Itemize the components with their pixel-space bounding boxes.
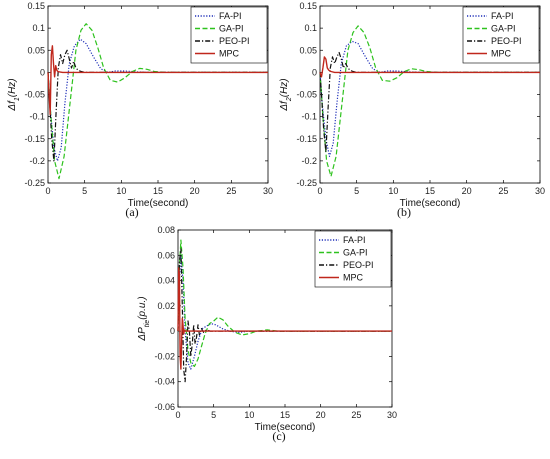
- panel-caption: (a): [125, 205, 138, 219]
- x-tick-label: 0: [45, 186, 50, 196]
- y-tick-label: 0.15: [27, 1, 45, 11]
- x-tick-label: 25: [351, 410, 361, 420]
- x-tick-label: 30: [387, 410, 397, 420]
- y-tick-label: -0.25: [296, 178, 317, 188]
- y-tick-label: 0: [312, 67, 317, 77]
- x-axis-label: Time(second): [128, 198, 189, 209]
- x-axis-label: Time(second): [255, 422, 316, 433]
- legend-label: GA-PI: [219, 24, 244, 34]
- y-tick-label: -0.2: [301, 156, 317, 166]
- x-tick-label: 15: [425, 186, 435, 196]
- x-tick-label: 0: [175, 410, 180, 420]
- legend-label: GA-PI: [491, 24, 516, 34]
- series-line-fa-pi: [319, 40, 540, 157]
- x-tick-label: 5: [82, 186, 87, 196]
- legend: FA-PI GA-PI PEO-PI MPC: [462, 6, 540, 64]
- legend-label: MPC: [491, 49, 512, 59]
- panel-caption: (b): [397, 205, 411, 219]
- y-tick-label: 0.08: [157, 225, 175, 235]
- y-tick-label: 0: [170, 326, 175, 336]
- legend-label: MPC: [219, 49, 240, 59]
- legend-label: FA-PI: [343, 235, 366, 245]
- x-tick-label: 15: [280, 410, 290, 420]
- series-line-mpc: [47, 45, 268, 116]
- y-tick-label: -0.25: [24, 178, 45, 188]
- x-tick-label: 25: [226, 186, 236, 196]
- y-tick-label: 0.05: [27, 45, 45, 55]
- x-axis-label: Time(second): [400, 198, 461, 209]
- legend-label: PEO-PI: [491, 36, 522, 46]
- x-tick-label: 10: [244, 410, 254, 420]
- series-line-peo-pi: [47, 49, 268, 162]
- y-tick-label: 0.04: [157, 276, 175, 286]
- series-line-mpc: [177, 267, 392, 370]
- chart-panel-3: 0 5 10 15 20 25 30 -0.06 -0.04 -0.02 0 0.02 0.04 0.06…: [137, 225, 397, 443]
- y-tick-label: -0.06: [154, 402, 175, 412]
- legend-label: GA-PI: [343, 248, 368, 258]
- series-line-mpc: [319, 56, 540, 78]
- y-tick-label: -0.1: [301, 112, 317, 122]
- y-tick-label: 0.06: [157, 250, 175, 260]
- y-tick-label: 0.15: [299, 1, 317, 11]
- x-tick-label: 10: [388, 186, 398, 196]
- legend-label: PEO-PI: [219, 36, 250, 46]
- x-tick-label: 15: [153, 186, 163, 196]
- series-line-ga-pi: [319, 25, 540, 177]
- series-line-peo-pi: [319, 51, 540, 153]
- y-tick-label: 0: [40, 67, 45, 77]
- y-axis-label: ΔPtie(p.u.): [137, 296, 151, 341]
- series-line-ga-pi: [47, 23, 268, 180]
- y-tick-label: -0.15: [24, 134, 45, 144]
- x-tick-label: 25: [498, 186, 508, 196]
- legend: FA-PI GA-PI PEO-PI MPC: [190, 6, 268, 64]
- legend-label: PEO-PI: [343, 260, 374, 270]
- y-tick-label: 0.1: [32, 23, 45, 33]
- x-tick-label: 20: [462, 186, 472, 196]
- y-tick-label: -0.05: [296, 90, 317, 100]
- series-line-fa-pi: [47, 38, 268, 162]
- legend-label: FA-PI: [219, 11, 242, 21]
- x-tick-label: 0: [317, 186, 322, 196]
- legend-label: FA-PI: [491, 11, 514, 21]
- x-tick-label: 20: [190, 186, 200, 196]
- y-tick-label: 0.05: [299, 45, 317, 55]
- chart-panel-2: 0 5 10 15 20 25 30 -0.25 -0.2 -0.15 -0.1 -0.05 0 0.05…: [279, 1, 545, 219]
- y-tick-label: -0.04: [154, 377, 175, 387]
- legend-label: MPC: [343, 273, 364, 283]
- panel-caption: (c): [272, 429, 285, 443]
- y-tick-label: -0.2: [29, 156, 45, 166]
- x-tick-label: 5: [354, 186, 359, 196]
- x-tick-label: 10: [116, 186, 126, 196]
- series-line-ga-pi: [177, 239, 392, 368]
- x-tick-label: 30: [535, 186, 545, 196]
- x-tick-label: 5: [211, 410, 216, 420]
- series-line-peo-pi: [177, 248, 392, 383]
- chart-panel-1: 0 5 10 15 20 25 30 -0.25 -0.2 -0.15 -0.1 -0.05 0 0.05…: [7, 1, 273, 219]
- y-tick-label: 0.1: [304, 23, 317, 33]
- x-tick-label: 30: [263, 186, 273, 196]
- y-axis-label: Δf2(Hz): [279, 78, 293, 111]
- x-tick-label: 20: [316, 410, 326, 420]
- legend: FA-PI GA-PI PEO-PI MPC: [314, 230, 392, 288]
- y-tick-label: -0.15: [296, 134, 317, 144]
- y-tick-label: -0.02: [154, 351, 175, 361]
- y-tick-label: 0.02: [157, 301, 175, 311]
- y-axis-label: Δf1(Hz): [7, 78, 21, 111]
- y-tick-label: -0.1: [29, 112, 45, 122]
- y-tick-label: -0.05: [24, 90, 45, 100]
